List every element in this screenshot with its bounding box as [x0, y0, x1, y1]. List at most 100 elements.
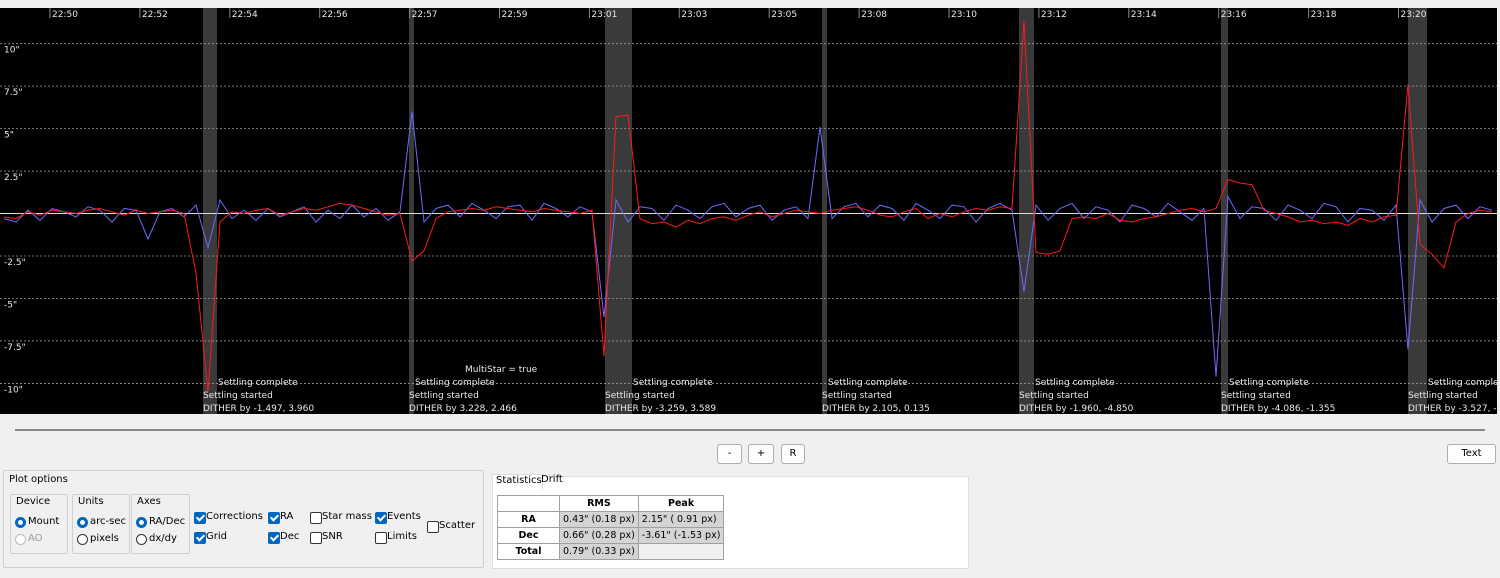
event-label: Settling started: [1019, 391, 1089, 401]
annotation: MultiStar = true: [465, 365, 538, 375]
x-tick-label: 23:03: [681, 10, 707, 20]
event-label: DITHER by -1.497, 3.960: [203, 404, 314, 414]
tab[interactable]: Statistics: [492, 474, 543, 490]
x-tick-label: 23:01: [591, 10, 617, 20]
y-tick-label: -5": [4, 300, 17, 310]
radio-button[interactable]: [136, 517, 147, 528]
tab[interactable]: Drift: [541, 474, 563, 485]
x-tick-label: 23:12: [1041, 10, 1067, 20]
checkbox-label: Limits: [387, 531, 417, 542]
x-tick-label: 23:08: [861, 10, 887, 20]
dither-band: [822, 8, 827, 414]
table-cell: [637, 543, 725, 560]
event-label: Settling complete: [1035, 378, 1115, 388]
checkbox[interactable]: [375, 532, 387, 544]
table-cell: -3.61" (-1.53 px): [637, 527, 725, 544]
series-line: [3, 21, 1493, 392]
radio-button[interactable]: [15, 534, 26, 545]
radio-button[interactable]: [77, 534, 88, 545]
radio-label: Mount: [28, 516, 60, 527]
button[interactable]: Text: [1447, 444, 1496, 464]
event-label: Settling started: [203, 391, 273, 401]
radio-group: [72, 494, 130, 554]
checkbox[interactable]: [310, 532, 322, 544]
plot-options-title: Plot options: [9, 474, 68, 485]
event-label: DITHER by 2.105, 0.135: [822, 404, 930, 414]
radio-group: [10, 494, 68, 554]
event-label: DITHER by 3.228, 2.466: [409, 404, 517, 414]
x-tick-label: 22:50: [52, 10, 78, 20]
radio-button[interactable]: [77, 517, 88, 528]
checkbox[interactable]: [194, 532, 206, 544]
radio-label: dx/dy: [149, 533, 177, 544]
table-cell: Total: [497, 543, 560, 560]
checkbox[interactable]: [194, 512, 206, 524]
radio-label: pixels: [90, 533, 119, 544]
event-label: Settling complete: [633, 378, 713, 388]
group-title: Units: [78, 496, 104, 507]
event-label: Settling complete: [1229, 378, 1309, 388]
table-cell: 0.66" (0.28 px): [559, 527, 639, 544]
dither-band: [203, 8, 217, 414]
checkbox[interactable]: [310, 512, 322, 524]
checkbox[interactable]: [427, 521, 439, 533]
table-cell: 0.43" (0.18 px): [559, 511, 639, 528]
radio-button[interactable]: [15, 517, 26, 528]
guide-graph: 10" 7.5" 5" 2.5" -2.5" -5" -7.5" -10" 22:50 22:52…: [0, 8, 1497, 431]
series-line: [3, 111, 1493, 377]
checkbox[interactable]: [375, 512, 387, 524]
table-cell: 2.15" ( 0.91 px): [637, 511, 725, 528]
button[interactable]: R: [781, 444, 805, 464]
checkbox-label: Grid: [206, 531, 227, 542]
checkbox[interactable]: [268, 512, 280, 524]
x-tick-label: 22:52: [142, 10, 168, 20]
radio-group: [131, 494, 190, 554]
event-label: DITHER by -3.259, 3.589: [605, 404, 716, 414]
button[interactable]: +: [748, 444, 774, 464]
x-tick-label: 23:05: [771, 10, 797, 20]
plot-background: [0, 8, 1497, 414]
checkbox-label: RA: [280, 511, 294, 522]
plot-options-group: [3, 470, 484, 568]
table-cell: [497, 495, 560, 512]
dither-band: [605, 8, 632, 414]
x-tick-label: 23:20: [1401, 10, 1427, 20]
checkbox-label: Dec: [280, 531, 300, 542]
group-title: Device: [16, 496, 51, 507]
y-tick-label: 7.5": [4, 88, 22, 98]
x-tick-label: 22:56: [322, 10, 348, 20]
checkbox-label: SNR: [322, 531, 343, 542]
event-label: Settling complete: [828, 378, 908, 388]
checkbox-label: Corrections: [206, 511, 263, 522]
x-tick-label: 23:16: [1221, 10, 1247, 20]
checkbox[interactable]: [268, 532, 280, 544]
table-cell: 0.79" (0.33 px): [559, 543, 639, 560]
table-cell: Peak: [637, 495, 725, 512]
dither-band: [409, 8, 414, 414]
dither-band: [1019, 8, 1034, 414]
table: RMS Peak RA 0.43" (0.18 px) 2.15" ( 0.91 px)…: [497, 495, 725, 560]
x-tick-label: 22:59: [502, 10, 528, 20]
x-tick-label: 22:57: [412, 10, 438, 20]
radio-button[interactable]: [136, 534, 147, 545]
event-label: Settling started: [1408, 391, 1478, 401]
y-tick-label: 2.5": [4, 173, 22, 183]
event-label: Settling started: [409, 391, 479, 401]
event-label: Settling started: [605, 391, 675, 401]
table-cell: RMS: [559, 495, 639, 512]
table-cell: Dec: [497, 527, 560, 544]
radio-label: RA/Dec: [149, 516, 186, 527]
checkbox-label: Star mass: [322, 511, 372, 522]
y-tick-label: 5": [4, 131, 14, 141]
x-tick-label: 23:14: [1131, 10, 1157, 20]
event-label: Settling started: [822, 391, 892, 401]
radio-label: AO: [28, 533, 43, 544]
x-tick-label: 22:54: [232, 10, 258, 20]
checkbox-label: Scatter: [439, 520, 476, 531]
button[interactable]: -: [717, 444, 742, 464]
y-tick-label: -7.5": [4, 343, 26, 353]
y-tick-label: -2.5": [4, 258, 26, 268]
stats-table: RMS Peak RA 0.43" (0.18 px) 2.15" ( 0.91 px)…: [497, 495, 725, 560]
event-label: DITHER by -4.086, -1.355: [1221, 404, 1335, 414]
checkbox-label: Events: [387, 511, 421, 522]
